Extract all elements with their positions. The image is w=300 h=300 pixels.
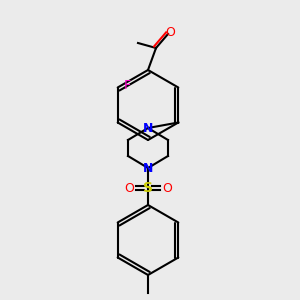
Text: N: N [143,122,153,134]
Text: N: N [143,161,153,175]
Text: F: F [124,79,131,92]
Text: S: S [143,181,153,195]
Text: O: O [165,26,175,38]
Text: O: O [162,182,172,194]
Text: O: O [124,182,134,194]
